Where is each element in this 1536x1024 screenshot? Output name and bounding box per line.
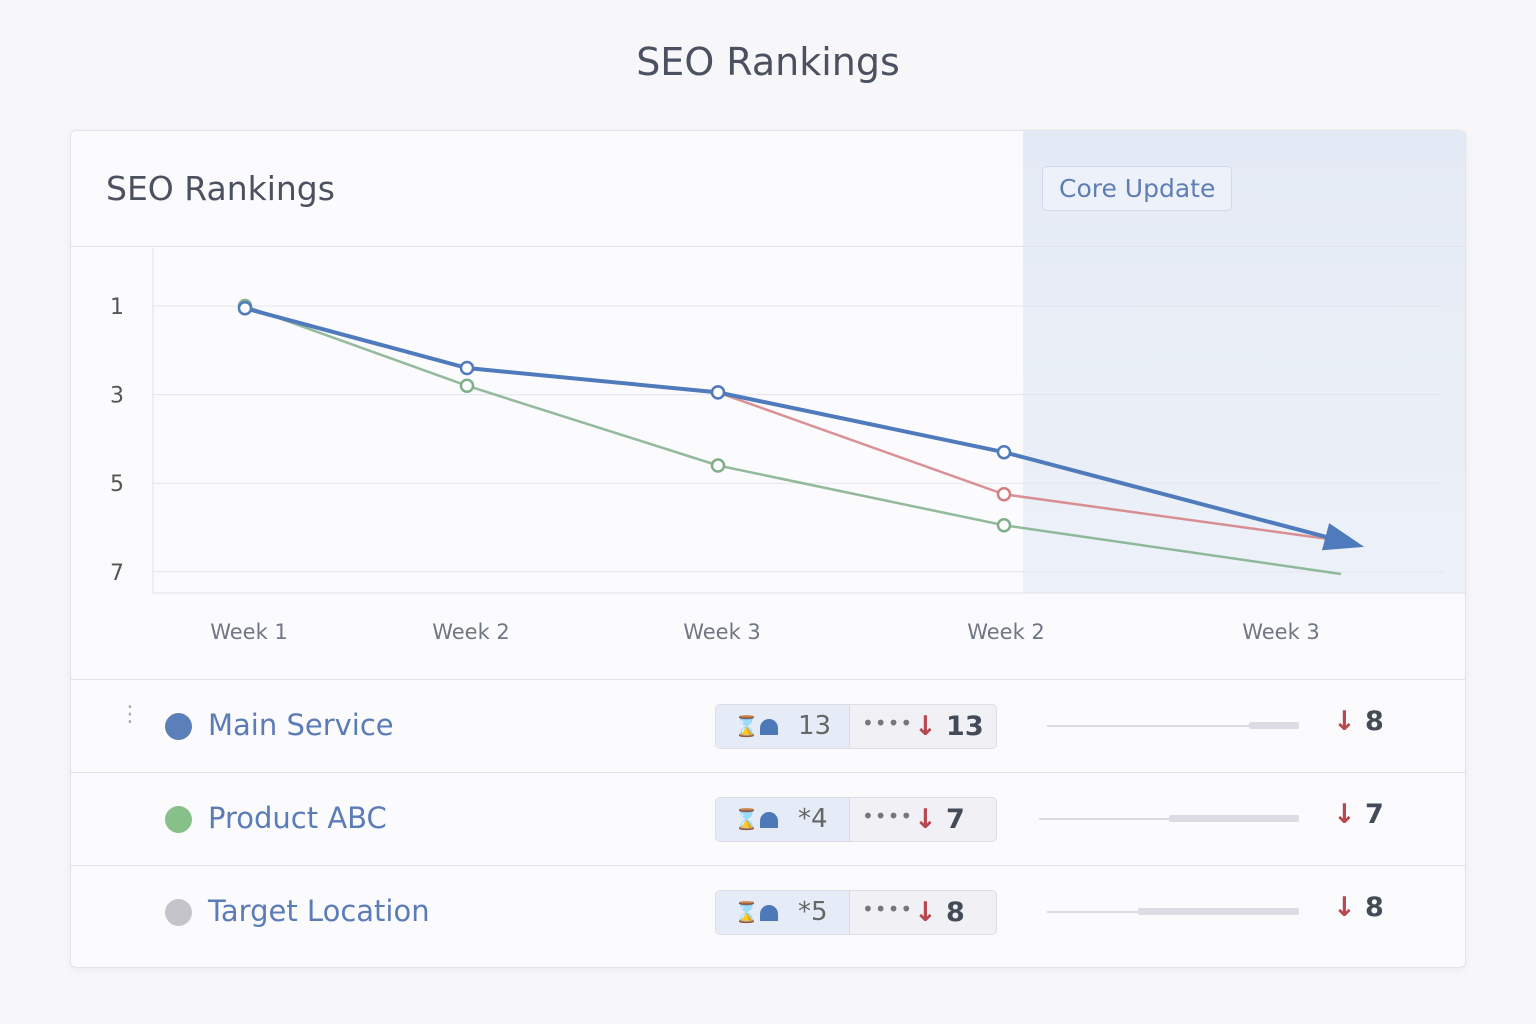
down-arrow-icon: ↓: [1333, 799, 1356, 830]
x-tick-label: Week 3: [683, 620, 761, 644]
series-line-product-abc: [244, 304, 1342, 576]
y-tick-label: 1: [110, 295, 124, 320]
down-arrow-icon: ↓: [914, 897, 937, 928]
y-tick-label: 3: [110, 384, 124, 409]
legend-dot: [165, 806, 192, 833]
page-title: SEO Rankings: [636, 40, 900, 84]
data-point[interactable]: [996, 487, 1012, 502]
trend-bar: [1249, 722, 1299, 729]
series-name[interactable]: Target Location: [208, 894, 430, 928]
right-delta: 8: [1365, 892, 1384, 923]
down-arrow-icon: ↓: [1333, 892, 1356, 923]
user-icon: [760, 812, 778, 828]
pill-value: *5: [798, 897, 828, 927]
rank-pill[interactable]: ⌛ *4 •••• ↓ 7: [715, 797, 997, 842]
series-name[interactable]: Main Service: [208, 708, 394, 742]
hourglass-icon: ⌛: [734, 807, 759, 831]
legend-dot: [165, 899, 192, 926]
drag-handle-icon[interactable]: ⋮: [119, 702, 141, 727]
down-arrow-icon: ↓: [914, 711, 937, 742]
series-line-main-service: [244, 306, 1365, 551]
series-line-target-location: [717, 391, 1342, 543]
dots-icon: ••••: [862, 804, 914, 828]
dots-icon: ••••: [862, 711, 914, 735]
data-point[interactable]: [237, 300, 253, 316]
rank-pill[interactable]: ⌛ *5 •••• ↓ 8: [715, 890, 997, 935]
data-point[interactable]: [710, 385, 726, 400]
table-row[interactable]: ⋮ Main Service ⌛ 13 •••• ↓ 13 ↓ 8: [71, 679, 1465, 772]
core-update-badge[interactable]: Core Update: [1042, 166, 1233, 211]
data-point[interactable]: [459, 378, 475, 393]
y-tick-label: 5: [110, 472, 124, 497]
user-icon: [760, 905, 778, 921]
series-name[interactable]: Product ABC: [208, 801, 387, 835]
card-title: SEO Rankings: [106, 169, 335, 208]
trend-track: [1047, 725, 1299, 727]
trend-bar: [1169, 815, 1299, 822]
down-arrow-icon: ↓: [914, 804, 937, 835]
table-row[interactable]: Target Location ⌛ *5 •••• ↓ 8 ↓ 8: [71, 865, 1465, 958]
down-arrow-icon: ↓: [1333, 706, 1356, 737]
data-point[interactable]: [996, 444, 1012, 460]
hourglass-icon: ⌛: [734, 900, 759, 924]
data-point[interactable]: [459, 360, 475, 376]
table-row[interactable]: Product ABC ⌛ *4 •••• ↓ 7 ↓ 7: [71, 772, 1465, 865]
x-tick-label: Week 1: [210, 620, 288, 644]
pill-value: *4: [798, 804, 828, 834]
rank-delta: 8: [946, 897, 965, 928]
pill-value: 13: [798, 711, 832, 741]
right-delta: 8: [1365, 706, 1384, 737]
data-point[interactable]: [710, 458, 726, 473]
right-delta: 7: [1365, 799, 1384, 830]
x-tick-label: Week 2: [967, 620, 1045, 644]
line-chart: 1 3 5 7 Week 1 Week 2 Week 3 Week 2 Week 3: [110, 248, 1465, 644]
hourglass-icon: ⌛: [734, 714, 759, 738]
rank-delta: 7: [946, 804, 965, 835]
x-tick-label: Week 2: [432, 620, 510, 644]
trend-bar: [1138, 908, 1299, 915]
y-tick-label: 7: [110, 561, 124, 586]
chart-card: SEO Rankings Core Update 1 3 5 7 Week 1 Week …: [70, 130, 1466, 968]
divider: [71, 246, 1465, 247]
rank-pill[interactable]: ⌛ 13 •••• ↓ 13: [715, 704, 997, 749]
data-point[interactable]: [996, 518, 1012, 533]
rank-delta: 13: [946, 711, 984, 742]
user-icon: [760, 719, 778, 735]
x-tick-label: Week 3: [1242, 620, 1320, 644]
dots-icon: ••••: [862, 897, 914, 921]
legend-dot: [165, 713, 192, 740]
